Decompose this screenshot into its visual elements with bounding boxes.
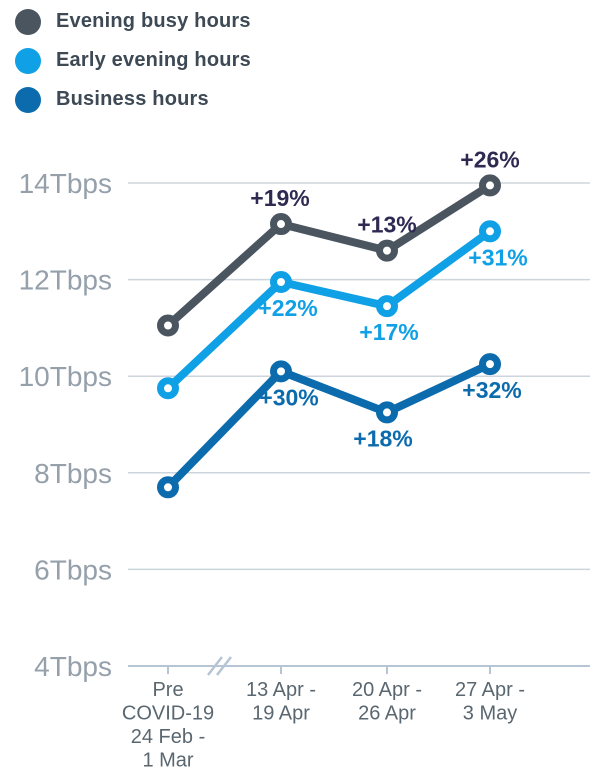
data-point-evening-busy-hours-3 — [479, 174, 501, 197]
y-axis-label: 4Tbps — [34, 651, 112, 682]
data-point-early-evening-hours-3 — [479, 220, 501, 243]
point-label-early-evening-hours-3: +31% — [468, 244, 527, 270]
data-point-evening-busy-hours-0 — [157, 314, 179, 337]
data-point-early-evening-hours-1 — [270, 271, 292, 294]
data-point-business-hours-0 — [157, 476, 179, 499]
series-line-evening-busy-hours — [164, 181, 494, 330]
point-label-evening-busy-hours-3: +26% — [460, 146, 519, 172]
point-label-business-hours-3: +32% — [462, 377, 521, 403]
y-axis-label: 12Tbps — [19, 265, 112, 296]
y-axis-label: 10Tbps — [19, 361, 112, 392]
data-point-evening-busy-hours-2 — [376, 239, 398, 262]
y-axis-label: 8Tbps — [34, 458, 112, 489]
x-axis-label-2: 20 Apr -26 Apr — [352, 679, 422, 725]
y-axis-label: 6Tbps — [34, 554, 112, 585]
data-point-business-hours-2 — [376, 401, 398, 424]
point-label-early-evening-hours-1: +22% — [258, 295, 317, 321]
data-point-business-hours-1 — [270, 360, 292, 383]
x-axis-label-3: 27 Apr -3 May — [455, 679, 525, 725]
x-axis-label-1: 13 Apr -19 Apr — [246, 679, 316, 725]
y-axis-label: 14Tbps — [19, 168, 112, 199]
data-point-business-hours-3 — [479, 353, 501, 376]
point-label-business-hours-2: +18% — [353, 425, 412, 451]
legend-dot-early-evening-hours — [15, 47, 41, 74]
legend-dot-evening-busy-hours — [15, 8, 41, 35]
legend-label: Early evening hours — [56, 49, 251, 71]
x-axis-label-0: Pre COVID-19 24 Feb -1 Mar — [122, 679, 214, 770]
legend-label: Business hours — [56, 88, 209, 110]
chart-legend: Evening busy hours Early evening hours B… — [15, 2, 251, 119]
point-label-evening-busy-hours-1: +19% — [250, 185, 309, 211]
legend-item-business-hours: Business hours — [15, 80, 251, 119]
series-line-business-hours — [164, 360, 494, 492]
data-point-early-evening-hours-2 — [376, 295, 398, 318]
series-line-early-evening-hours — [164, 227, 494, 393]
legend-dot-business-hours — [15, 86, 41, 113]
point-label-early-evening-hours-2: +17% — [359, 319, 418, 345]
data-point-early-evening-hours-0 — [157, 377, 179, 400]
legend-item-early-evening-hours: Early evening hours — [15, 41, 251, 80]
data-point-evening-busy-hours-1 — [270, 213, 292, 236]
axis-break-icon — [207, 656, 223, 676]
point-label-business-hours-1: +30% — [259, 384, 318, 410]
point-label-evening-busy-hours-2: +13% — [357, 212, 416, 238]
legend-item-evening-busy-hours: Evening busy hours — [15, 2, 251, 41]
axis-break-icon — [216, 656, 232, 676]
legend-label: Evening busy hours — [56, 10, 251, 32]
